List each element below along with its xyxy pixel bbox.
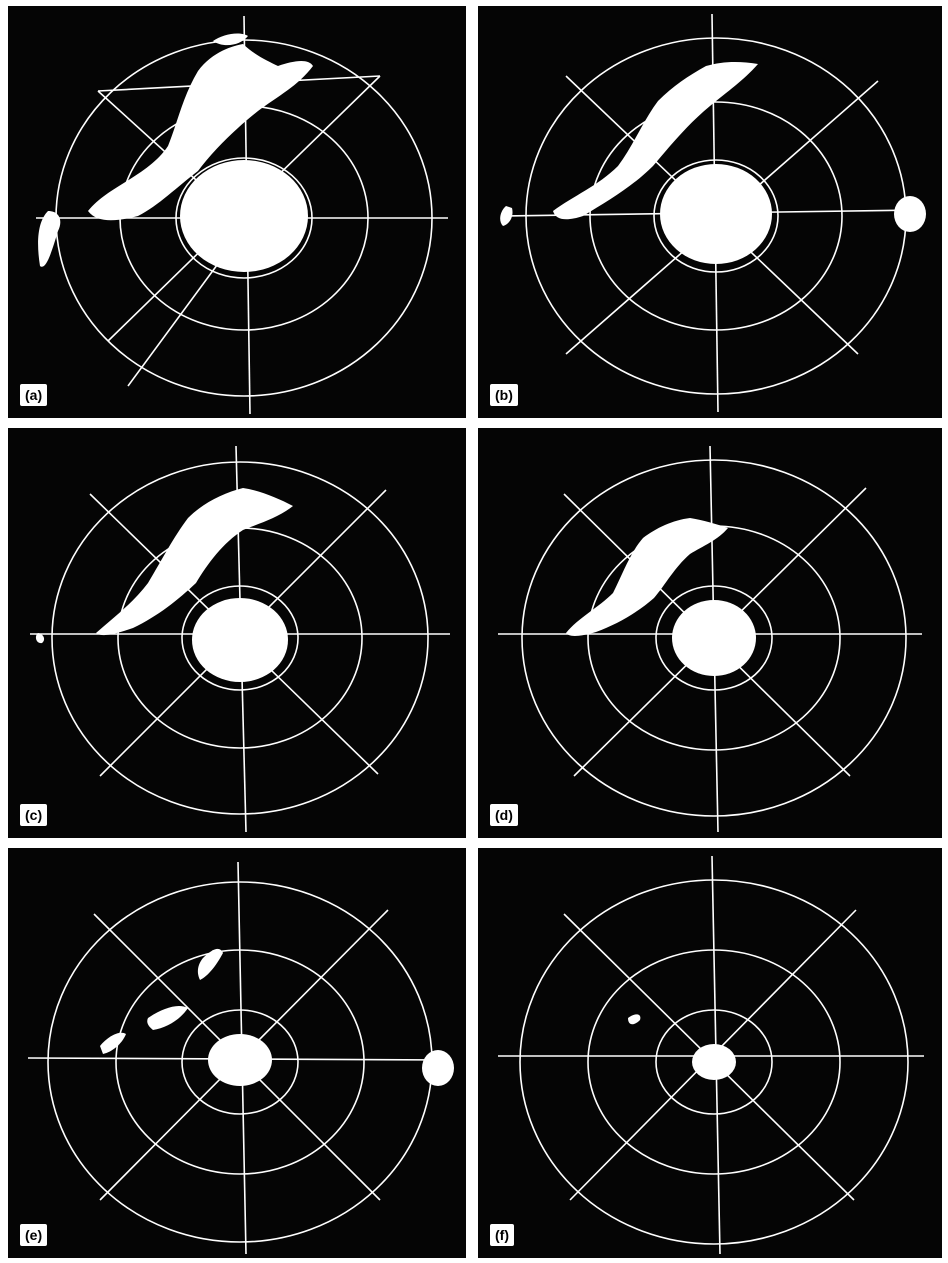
range-ring-1-d	[655, 585, 773, 691]
axis-diag-2-c	[99, 489, 387, 777]
panel-label-a: (a)	[20, 384, 48, 406]
axis-diag-1-d	[563, 493, 851, 777]
clutter-patch-1-e	[197, 948, 223, 980]
axis-diag-1-b	[565, 75, 859, 355]
axis-vertical-f	[711, 855, 721, 1255]
ppi-scope-f	[498, 855, 924, 1255]
edge-echo-b	[894, 196, 926, 232]
ppi-scope-d	[498, 445, 922, 833]
axis-diag-2-e	[99, 909, 389, 1201]
clutter-fringe-a	[38, 211, 61, 267]
edge-echo-e	[422, 1050, 454, 1086]
ppi-scope-a	[36, 15, 448, 415]
center-clutter-b	[660, 164, 772, 264]
clutter-patch-2-e	[147, 1006, 188, 1030]
axis-diag-3-a	[97, 90, 239, 219]
range-ring-3-d	[521, 459, 907, 817]
clutter-band-c	[96, 488, 293, 636]
radar-panel-a: (a)	[8, 6, 466, 418]
range-ring-2-d	[587, 525, 841, 751]
panel-label-f: (f)	[490, 1224, 514, 1246]
axis-vertical-a	[243, 15, 251, 415]
range-ring-3-e	[47, 881, 433, 1243]
axis-diag-4-a	[127, 260, 221, 387]
range-ring-3-c	[51, 461, 429, 815]
center-clutter-a	[180, 160, 308, 272]
axis-diag-1-c	[89, 493, 379, 775]
range-ring-3-f	[519, 879, 909, 1245]
axis-vertical-c	[235, 445, 247, 833]
clutter-band-a	[88, 44, 313, 221]
range-ring-1-e	[181, 1009, 299, 1115]
clutter-band-d	[566, 518, 728, 636]
clutter-patch-1-f	[628, 1014, 641, 1025]
range-ring-2-c	[117, 527, 363, 749]
range-ring-1-f	[655, 1009, 773, 1115]
ppi-scope-c	[30, 445, 450, 833]
ppi-scope-e	[27, 861, 454, 1255]
axis-diag-2-d	[573, 487, 867, 777]
radar-panel-e: (e)	[8, 848, 466, 1258]
panel-label-c: (c)	[20, 804, 48, 826]
axis-diag-2-b	[565, 80, 879, 355]
clutter-fringe-c	[35, 633, 45, 644]
axis-diag-1-f	[563, 913, 855, 1201]
axis-diag-2-a	[107, 75, 381, 342]
ppi-scope-b	[500, 13, 926, 413]
radar-panel-b: (b)	[478, 6, 942, 418]
axis-diag-1-e	[93, 913, 381, 1201]
panel-label-b: (b)	[490, 384, 518, 406]
clutter-band-b	[553, 61, 758, 220]
radar-panel-d: (d)	[478, 428, 942, 838]
radar-panel-f: (f)	[478, 848, 942, 1258]
axis-diag-1-a	[97, 75, 381, 92]
panel-label-d: (d)	[490, 804, 518, 826]
panel-label-e: (e)	[20, 1224, 48, 1246]
axis-diag-2-f	[569, 909, 857, 1201]
clutter-top-a	[213, 33, 248, 46]
clutter-patch-3-e	[100, 1032, 126, 1054]
radar-panel-c: (c)	[8, 428, 466, 838]
